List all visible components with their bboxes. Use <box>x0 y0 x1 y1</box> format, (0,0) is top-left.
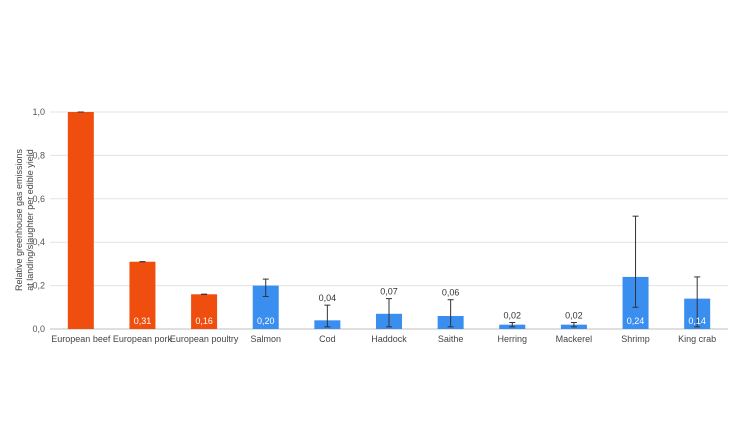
category-label: Haddock <box>371 334 407 344</box>
category-label: Herring <box>498 334 528 344</box>
data-label: 0,02 <box>565 310 583 320</box>
data-label: 0,06 <box>442 288 460 298</box>
category-label: Shrimp <box>621 334 650 344</box>
y-tick-label: 0,0 <box>32 324 45 334</box>
data-labels: 0,31 0,16 0,20 0,04 0,07 0,06 0,02 0,02 0,24 0,14 <box>134 287 706 326</box>
data-label: 0,02 <box>504 310 522 320</box>
data-label: 0,20 <box>257 316 275 326</box>
category-label: King crab <box>678 334 716 344</box>
data-label: 0,24 <box>627 316 645 326</box>
y-axis-title-line: Relative greenhouse gas emissions <box>14 148 24 291</box>
error-bars <box>77 111 701 328</box>
y-axis-ticks: 0,0 0,2 0,4 0,6 0,8 1,0 <box>32 107 45 334</box>
y-axis-title: Relative greenhouse gas emissions at land… <box>14 148 35 291</box>
y-axis-title-line: at landing/slaughter per edible yield <box>25 149 35 291</box>
data-label: 0,07 <box>380 287 398 297</box>
data-label: 0,14 <box>688 316 706 326</box>
y-tick-label: 0,8 <box>32 150 45 160</box>
bars <box>67 112 711 329</box>
y-tick-label: 0,4 <box>32 237 45 247</box>
category-label: Saithe <box>438 334 464 344</box>
data-label: 0,04 <box>319 293 337 303</box>
category-label: European beef <box>51 334 111 344</box>
bar <box>191 294 218 329</box>
bar <box>129 261 156 329</box>
category-label: European poultry <box>170 334 239 344</box>
y-tick-label: 1,0 <box>32 107 45 117</box>
data-label: 0,31 <box>134 316 152 326</box>
data-label: 0,16 <box>195 316 213 326</box>
category-label: Mackerel <box>556 334 593 344</box>
gridlines <box>50 111 728 330</box>
category-label: Cod <box>319 334 336 344</box>
category-label: European pork <box>113 334 173 344</box>
category-label: Salmon <box>250 334 281 344</box>
y-tick-label: 0,2 <box>32 281 45 291</box>
bar <box>67 112 94 329</box>
y-tick-label: 0,6 <box>32 194 45 204</box>
y-axis-title-group: Relative greenhouse gas emissions at land… <box>14 148 35 291</box>
